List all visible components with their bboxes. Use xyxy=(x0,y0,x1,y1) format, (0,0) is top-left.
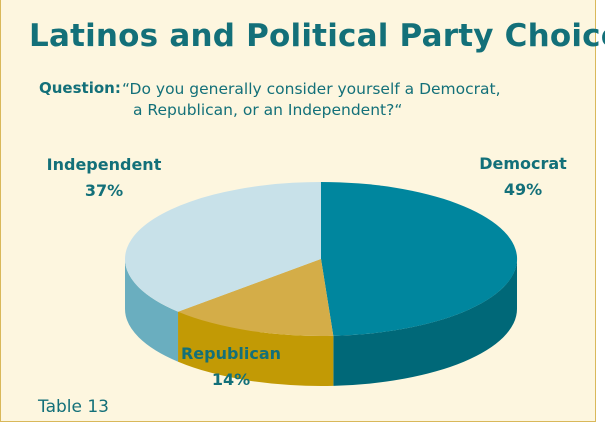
label-independent-value: 37% xyxy=(39,178,169,204)
label-democrat: Democrat 49% xyxy=(473,151,573,203)
label-democrat-name: Democrat xyxy=(473,151,573,177)
label-republican-name: Republican xyxy=(171,341,291,367)
label-independent-name: Independent xyxy=(39,152,169,178)
label-republican-value: 14% xyxy=(171,367,291,393)
label-democrat-value: 49% xyxy=(473,177,573,203)
label-independent: Independent 37% xyxy=(39,152,169,204)
label-republican: Republican 14% xyxy=(171,341,291,393)
chart-panel: Latinos and Political Party Choice Quest… xyxy=(0,0,596,422)
table-caption: Table 13 xyxy=(38,397,109,417)
